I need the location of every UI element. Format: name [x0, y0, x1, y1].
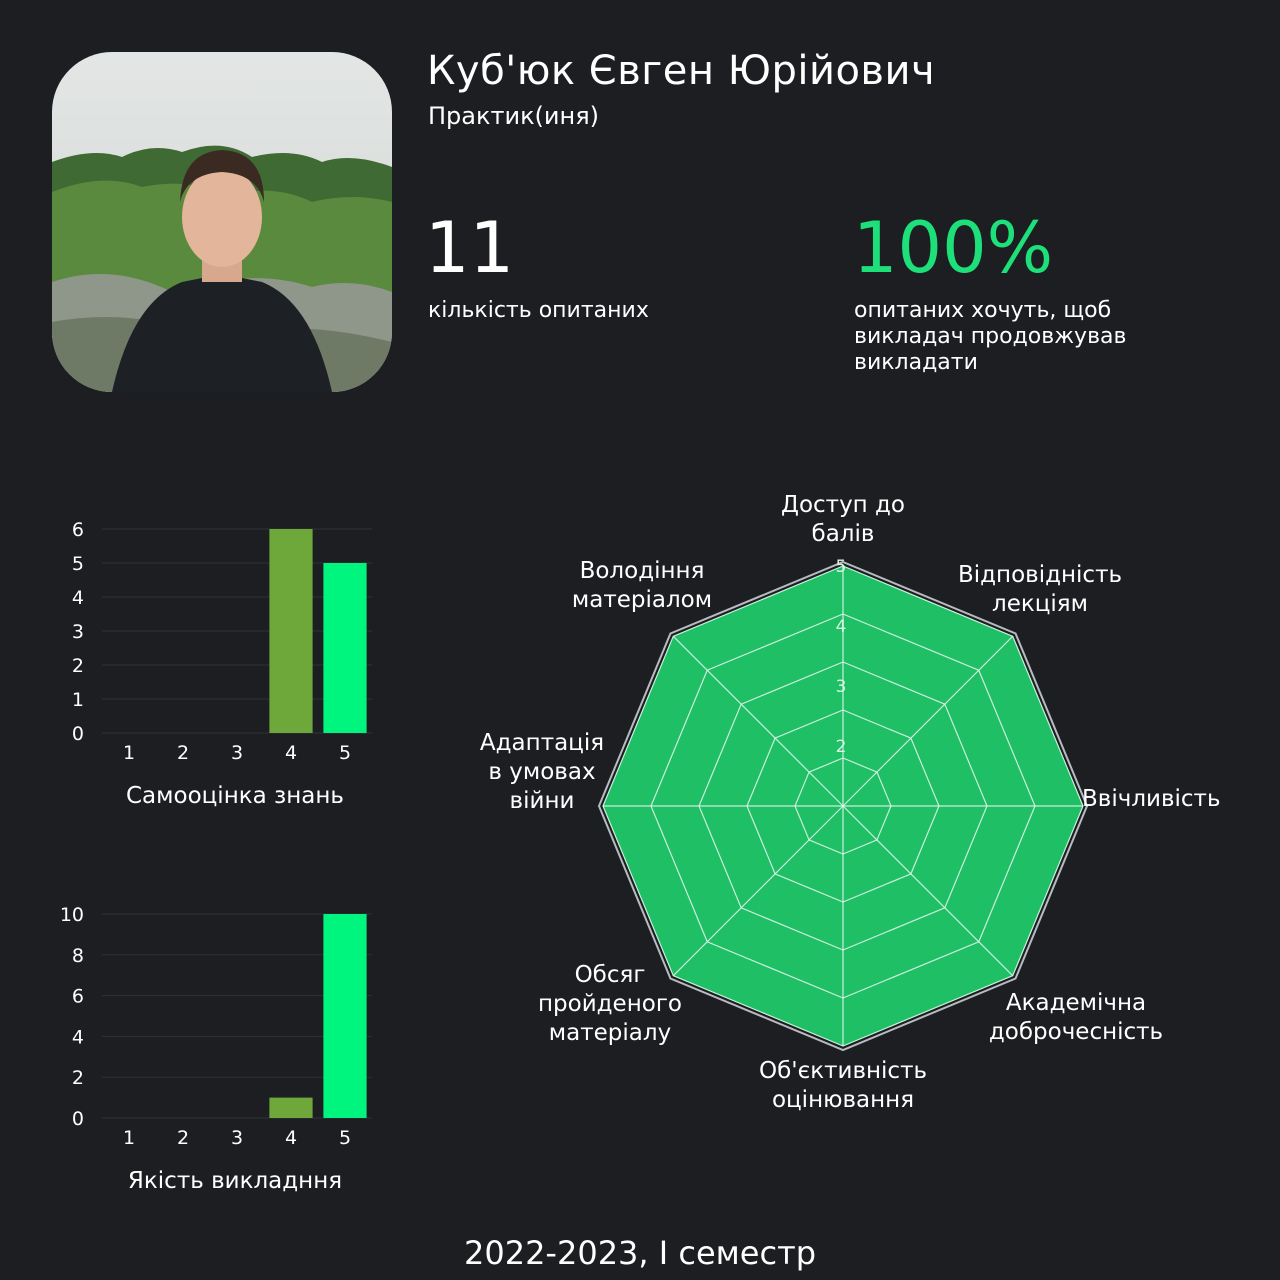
y-tick-label: 4 [72, 587, 84, 609]
radar-axis-label: лекціям [992, 591, 1088, 617]
radar-outer-frame [597, 560, 1089, 1052]
radar-spoke [672, 805, 844, 977]
x-tick-label: 2 [177, 1127, 189, 1149]
continue-percent: 100% [853, 207, 1054, 289]
teacher-photo [52, 52, 392, 392]
x-tick-label: 2 [177, 742, 189, 764]
x-tick-label: 4 [285, 1127, 297, 1149]
radar-axis-label: Ввічливість [1082, 786, 1221, 812]
x-tick-label: 3 [231, 742, 243, 764]
y-tick-label: 0 [72, 723, 84, 745]
teacher-name: Куб'юк Євген Юрійович [427, 48, 936, 94]
radar-spoke [842, 805, 1014, 977]
x-tick-label: 3 [231, 1127, 243, 1149]
continue-label: опитаних хочуть, щоб викладач продовжува… [854, 298, 1127, 375]
y-tick-label: 8 [72, 945, 84, 967]
x-tick-label: 5 [339, 1127, 351, 1149]
radar-axis-label: оцінювання [772, 1087, 914, 1113]
radar-axis-label: Обсяг [575, 962, 646, 988]
radar-axis-label: матеріалом [572, 587, 712, 613]
radar-axis-label: в умовах [488, 759, 595, 785]
x-tick-label: 4 [285, 742, 297, 764]
radar-axis-label: балів [812, 521, 875, 547]
x-axis-label: Якість викладння [128, 1168, 342, 1194]
y-tick-label: 3 [72, 621, 84, 643]
radar-axis-label: Володіння [580, 558, 705, 584]
bar-5 [323, 914, 367, 1118]
radar-axis-label: Об'єктивність [759, 1058, 927, 1084]
radar-axis-label: доброчесність [989, 1019, 1163, 1045]
y-tick-label: 0 [72, 1108, 84, 1130]
bar-4 [269, 1097, 313, 1118]
x-tick-label: 1 [123, 742, 135, 764]
radar-axis-label: війни [510, 788, 575, 814]
respondents-label: кількість опитаних [428, 298, 649, 323]
y-tick-label: 1 [72, 689, 84, 711]
y-tick-label: 10 [60, 904, 84, 926]
radar-ring-label: 4 [836, 617, 847, 637]
radar-axis-label: Відповідність [958, 562, 1122, 588]
y-tick-label: 2 [72, 1067, 84, 1089]
radar-axis-label: Адаптація [480, 730, 604, 756]
x-tick-label: 5 [339, 742, 351, 764]
bar-chart-teaching-quality: 0 2 4 6 8 10 1 2 3 4 5 Якість викладння [60, 890, 390, 1204]
radar-chart: 2 3 4 5 Доступ до балів Відповідність лекціям Вв… [430, 470, 1270, 1134]
radar-axis-label: Доступ до [781, 492, 905, 518]
radar-spoke [842, 635, 1014, 807]
radar-axis-label: Академічна [1006, 990, 1146, 1016]
radar-axis-label: пройденого [538, 991, 682, 1017]
radar-ring-label: 2 [836, 737, 847, 757]
x-tick-label: 1 [123, 1127, 135, 1149]
radar-ring-label: 3 [836, 677, 847, 697]
radar-axis-label: матеріалу [549, 1020, 671, 1046]
respondents-count: 11 [425, 207, 515, 289]
radar-spoke [672, 635, 844, 807]
y-tick-label: 6 [72, 519, 84, 541]
y-tick-label: 5 [72, 553, 84, 575]
y-tick-label: 4 [72, 1026, 84, 1048]
radar-ring-label: 5 [836, 557, 847, 577]
y-tick-label: 2 [72, 655, 84, 677]
x-axis-label: Самооцінка знань [126, 783, 344, 809]
semester-footer: 2022-2023, I семестр [463, 1234, 817, 1272]
bar-5 [323, 563, 367, 733]
teacher-role: Практик(иня) [428, 102, 600, 130]
y-tick-label: 6 [72, 986, 84, 1008]
bar-4 [269, 529, 313, 733]
bar-chart-self-assessment: 0 1 2 3 4 5 6 1 2 3 4 5 Самооцінка знань [60, 505, 390, 819]
